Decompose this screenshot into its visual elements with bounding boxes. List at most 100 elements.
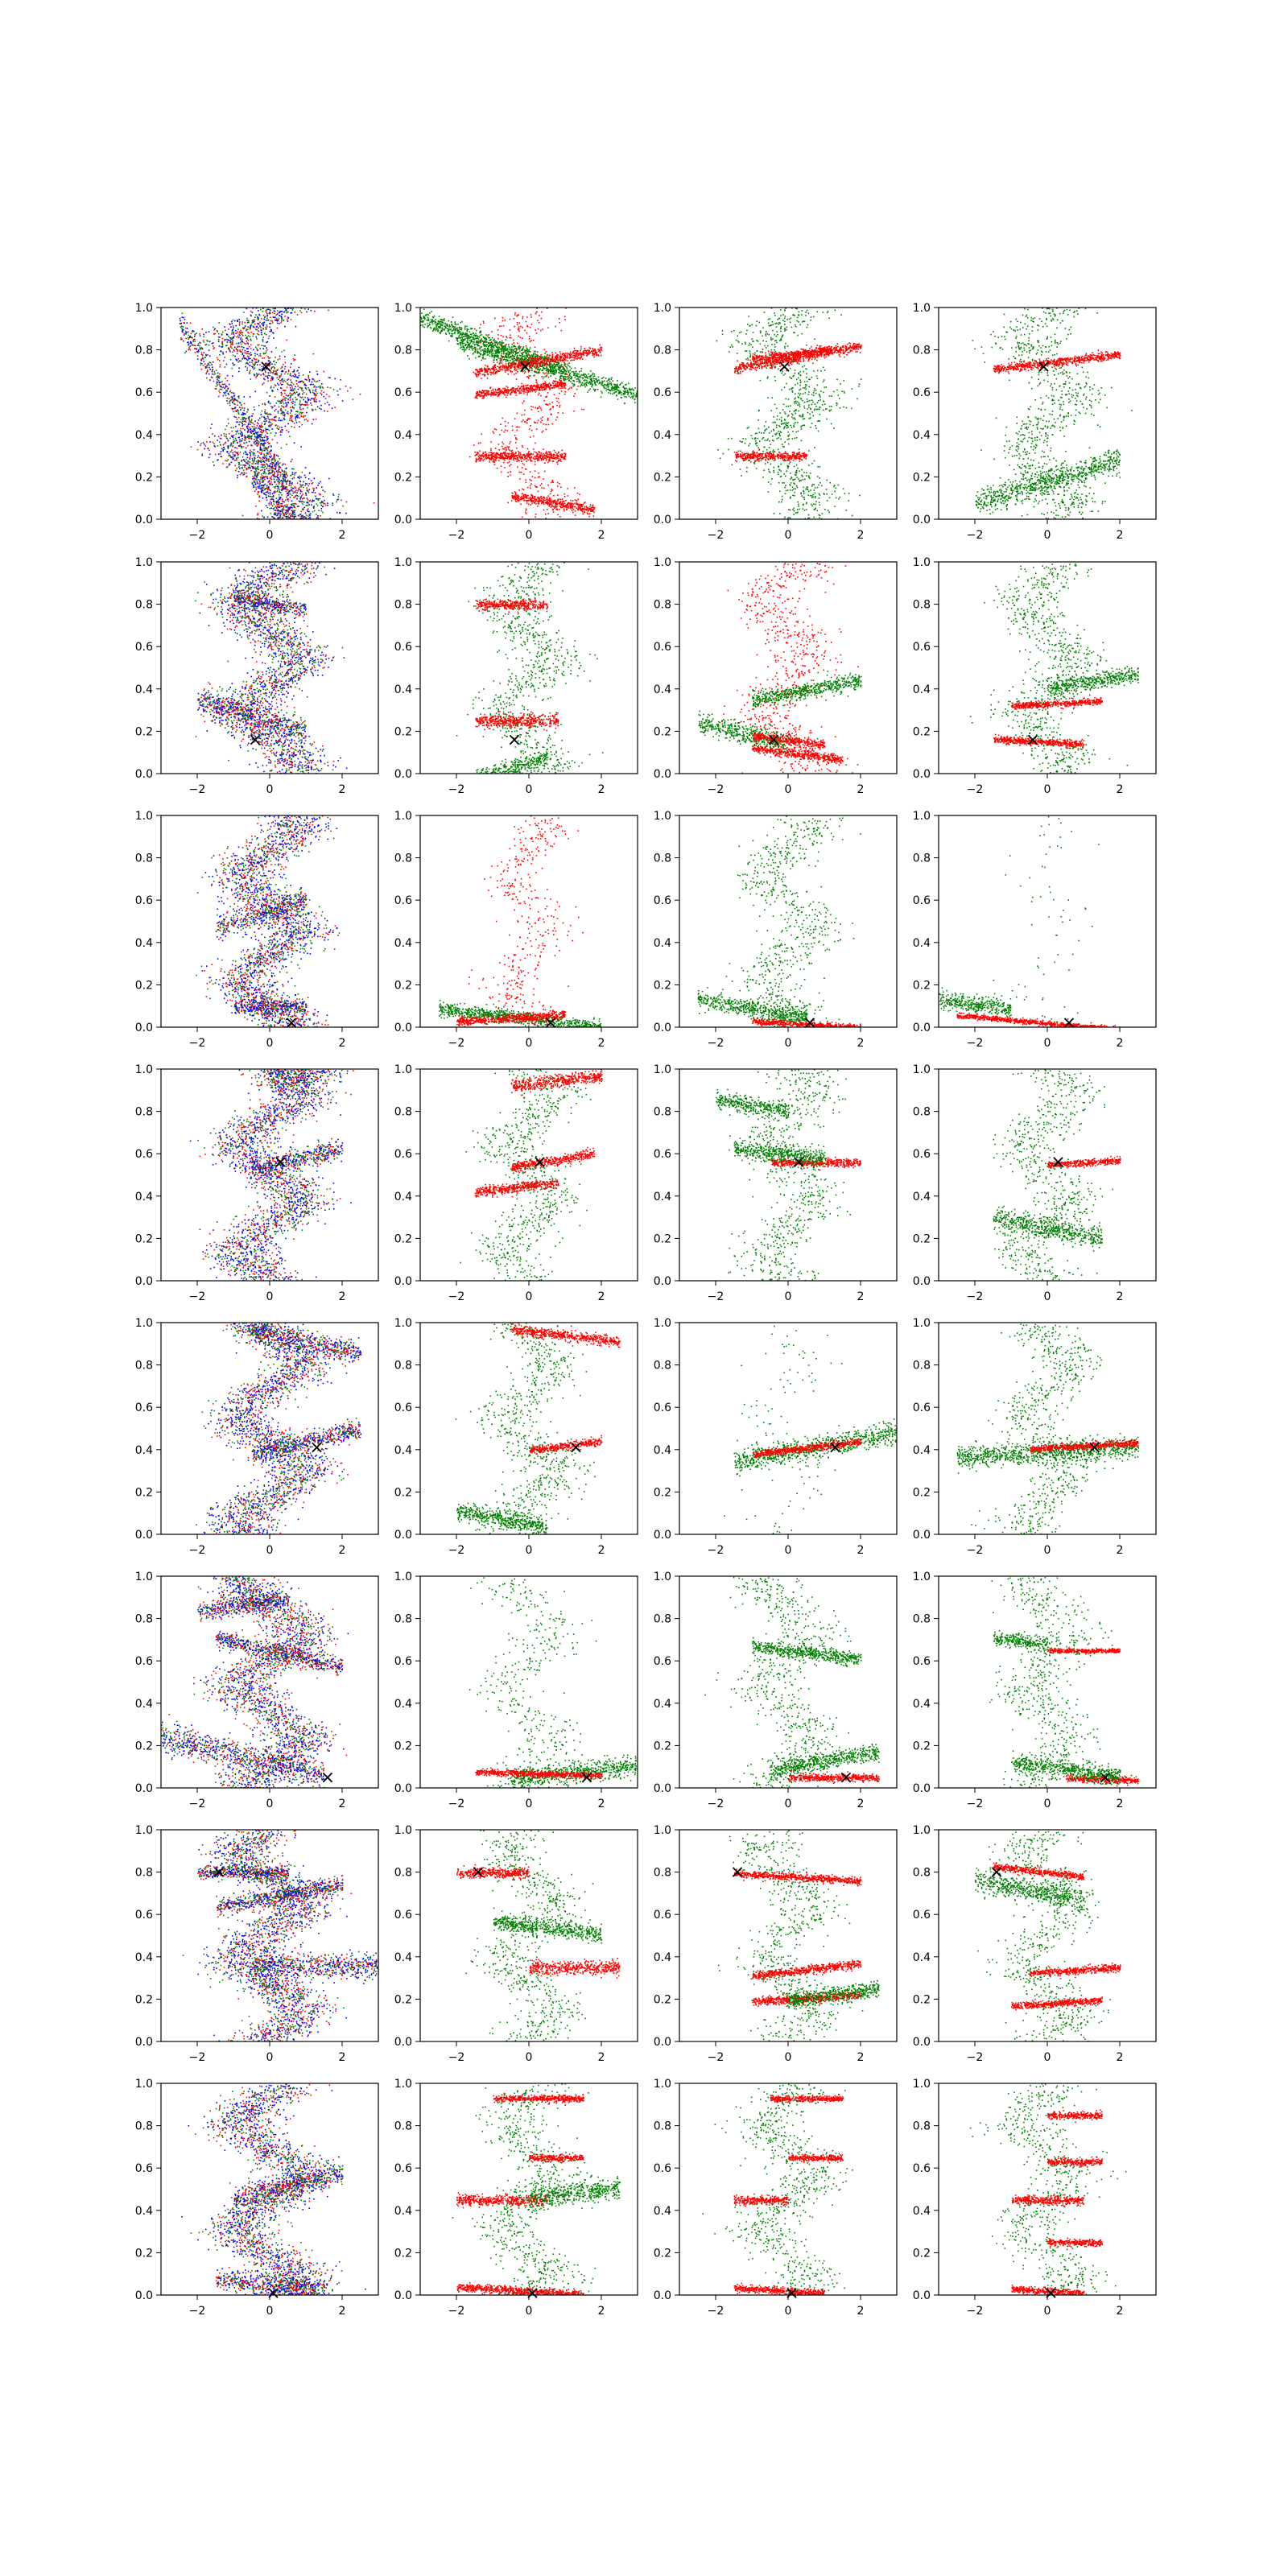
data-point (275, 477, 276, 478)
data-point (460, 329, 462, 331)
data-point (299, 367, 300, 369)
data-point (336, 512, 338, 514)
data-point (308, 375, 309, 377)
data-point (281, 490, 283, 492)
data-point (266, 448, 268, 449)
data-point (293, 505, 295, 506)
data-point (338, 494, 340, 496)
data-point (264, 464, 266, 465)
data-point (485, 337, 486, 339)
data-point (295, 516, 297, 518)
data-point (295, 492, 296, 493)
data-point (509, 337, 510, 339)
data-point (209, 365, 211, 366)
data-point (295, 487, 297, 489)
data-point (258, 310, 259, 312)
data-point (282, 488, 283, 489)
data-point (283, 476, 285, 477)
data-point (295, 496, 296, 497)
data-point (248, 321, 250, 323)
data-point (253, 333, 254, 335)
data-point (209, 441, 211, 443)
data-point (502, 320, 504, 322)
data-point (289, 517, 291, 518)
data-point (334, 407, 336, 408)
data-point (568, 389, 569, 390)
data-point (261, 491, 262, 493)
data-point (270, 460, 272, 461)
data-point (262, 450, 263, 452)
data-point (237, 455, 239, 456)
data-point (426, 314, 427, 316)
data-point (291, 505, 293, 506)
data-point (302, 503, 303, 505)
data-point (267, 416, 269, 418)
data-point (559, 318, 560, 320)
data-point (456, 328, 457, 329)
data-point (306, 484, 308, 485)
data-point (321, 486, 323, 488)
data-point (184, 353, 186, 354)
data-point (254, 355, 256, 357)
data-point (303, 416, 304, 418)
data-point (438, 320, 440, 322)
data-point (261, 489, 262, 491)
data-point (469, 343, 471, 345)
data-point (235, 359, 237, 361)
data-point (564, 493, 566, 495)
data-point (544, 358, 546, 360)
data-point (510, 360, 511, 361)
data-point (486, 344, 488, 345)
data-point (221, 448, 223, 449)
data-point (516, 353, 518, 354)
data-point (226, 398, 228, 399)
data-point (287, 340, 288, 341)
data-point (254, 449, 255, 451)
data-point (586, 384, 588, 386)
data-point (634, 402, 636, 403)
data-point (485, 346, 487, 348)
data-point (270, 424, 272, 426)
data-point (238, 367, 240, 369)
data-point (522, 421, 523, 423)
data-point (273, 308, 275, 310)
data-point (286, 473, 287, 474)
data-point (512, 344, 514, 345)
data-point (494, 428, 496, 430)
data-point (579, 494, 580, 496)
data-point (454, 333, 456, 335)
data-point (286, 512, 287, 514)
data-point (208, 363, 209, 365)
data-point (306, 394, 308, 395)
data-point (476, 335, 477, 336)
data-point (547, 375, 548, 377)
data-point (315, 496, 316, 497)
data-point (313, 353, 315, 355)
data-point (240, 452, 242, 453)
data-point (285, 400, 287, 402)
data-point (330, 387, 332, 389)
data-point (290, 506, 291, 508)
data-point (207, 369, 208, 371)
data-point (252, 364, 254, 365)
data-point (233, 403, 235, 405)
data-point (246, 318, 248, 320)
data-point (242, 349, 244, 351)
data-point (287, 411, 289, 413)
data-point (273, 456, 275, 458)
data-point (230, 445, 232, 447)
data-point (537, 351, 539, 353)
data-point (280, 486, 282, 488)
data-point (224, 433, 225, 435)
data-point (284, 356, 286, 357)
data-point (296, 383, 298, 385)
data-point (479, 332, 481, 333)
data-point (266, 460, 268, 462)
data-point (564, 369, 566, 370)
data-point (514, 435, 516, 436)
data-point (491, 331, 493, 332)
data-point (284, 505, 286, 506)
data-point (423, 308, 425, 310)
data-point (274, 455, 275, 456)
data-point (290, 399, 291, 401)
